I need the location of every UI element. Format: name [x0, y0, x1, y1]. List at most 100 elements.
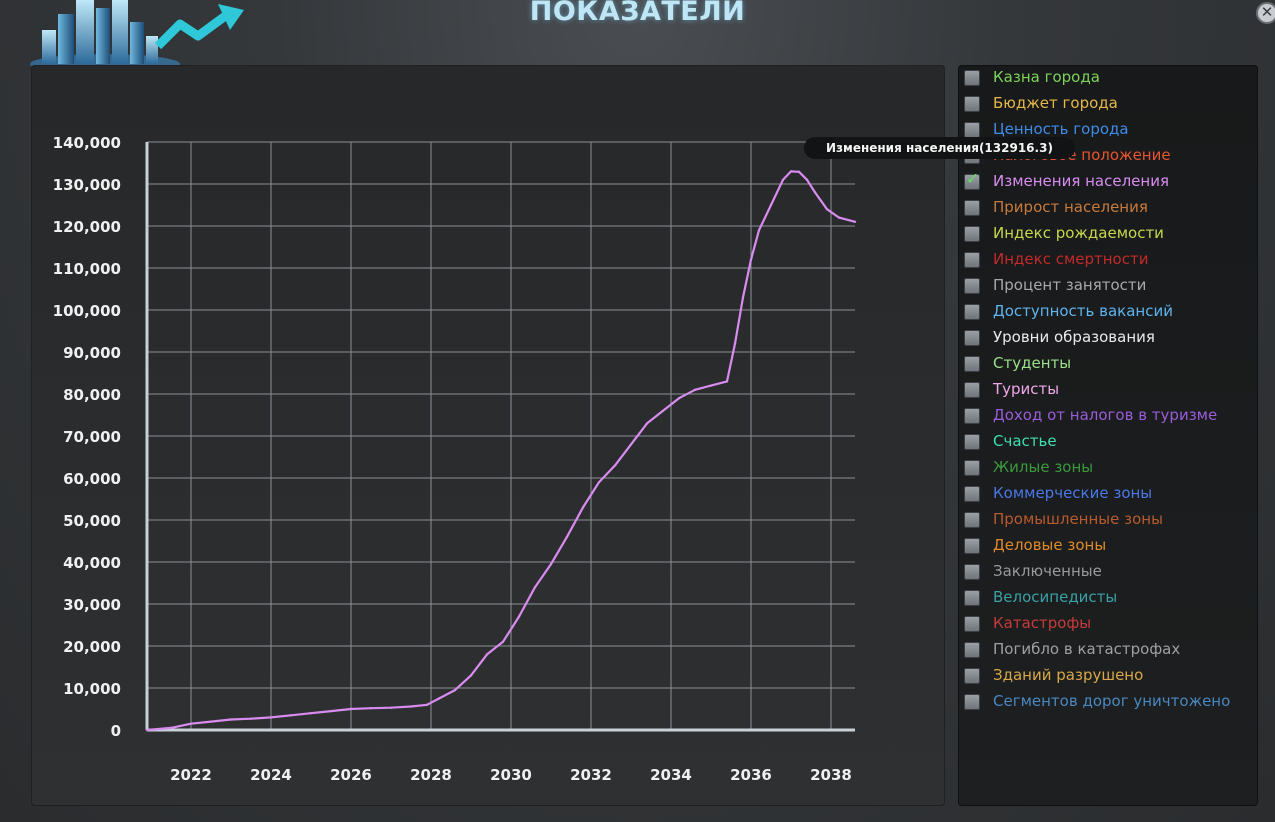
legend-item[interactable]: Промышленные зоны — [958, 507, 1258, 533]
y-tick-label: 120,000 — [53, 218, 121, 236]
legend-label: Ценность города — [993, 120, 1129, 138]
legend-label: Деловые зоны — [993, 536, 1107, 554]
legend-checkbox[interactable]: ✓ — [964, 169, 980, 190]
x-tick-label: 2038 — [810, 766, 852, 784]
legend-checkbox[interactable] — [964, 486, 980, 502]
legend-label: Студенты — [993, 354, 1072, 372]
y-tick-label: 140,000 — [53, 134, 121, 152]
legend-checkbox[interactable] — [964, 408, 980, 424]
data-point — [389, 706, 393, 709]
legend-label: Прирост населения — [993, 198, 1148, 216]
legend-label: Велосипедисты — [993, 588, 1118, 606]
legend-checkbox[interactable] — [964, 642, 980, 658]
close-button[interactable]: ✕ — [1256, 2, 1275, 24]
x-tick-label: 2026 — [330, 766, 372, 784]
legend-item[interactable]: Зданий разрушено — [958, 663, 1258, 689]
y-tick-label: 40,000 — [63, 554, 121, 572]
legend-item[interactable]: Заключенные — [958, 559, 1258, 585]
legend-label: Сегментов дорог уничтожено — [993, 692, 1231, 710]
population-line-chart: 140,000 130,000 120,000 110,000 100,000 90,00… — [53, 134, 857, 784]
legend-checkbox[interactable] — [964, 668, 980, 684]
legend-checkbox[interactable] — [964, 512, 980, 528]
window-title: ПОКАЗАТЕЛИ — [529, 0, 746, 27]
y-tick-label: 130,000 — [53, 176, 121, 194]
legend-item[interactable]: Туристы — [958, 377, 1258, 403]
data-point — [189, 722, 193, 725]
data-point — [709, 384, 713, 387]
legend-checkbox[interactable] — [964, 226, 980, 242]
legend-checkbox[interactable] — [964, 564, 980, 580]
data-point — [741, 296, 745, 299]
checkmark-icon: ✓ — [966, 169, 980, 188]
legend-label: Заключенные — [993, 562, 1102, 580]
data-point — [825, 208, 829, 211]
data-point — [453, 688, 457, 692]
x-tick-label: 2024 — [250, 766, 292, 784]
y-tick-label: 100,000 — [53, 302, 121, 320]
data-point — [693, 388, 697, 391]
legend-checkbox[interactable] — [964, 122, 980, 138]
legend-checkbox[interactable] — [964, 460, 980, 476]
legend-checkbox[interactable] — [964, 278, 980, 294]
legend-checkbox[interactable] — [964, 590, 980, 606]
data-point — [549, 562, 553, 566]
legend-item[interactable]: Бюджет города — [958, 91, 1258, 117]
legend-item[interactable]: Сегментов дорог уничтожено — [958, 689, 1258, 715]
legend-item[interactable]: Деловые зоны — [958, 533, 1258, 559]
data-point — [813, 191, 817, 194]
legend-label: Процент занятости — [993, 276, 1147, 294]
legend-item[interactable]: Индекс рождаемости — [958, 221, 1258, 247]
legend-label: Катастрофы — [993, 614, 1092, 632]
x-tick-label: 2028 — [410, 766, 452, 784]
legend-label: Уровни образования — [993, 328, 1155, 346]
legend-checkbox[interactable] — [964, 356, 980, 372]
x-tick-label: 2036 — [730, 766, 772, 784]
legend-checkbox[interactable] — [964, 304, 980, 320]
legend-item[interactable]: Процент занятости — [958, 273, 1258, 299]
legend-checkbox[interactable] — [964, 616, 980, 632]
legend-label: Жилые зоны — [993, 458, 1094, 476]
x-tick-label: 2034 — [650, 766, 692, 784]
legend-item[interactable]: Жилые зоны — [958, 455, 1258, 481]
data-point — [369, 706, 373, 710]
legend-item[interactable]: Велосипедисты — [958, 585, 1258, 611]
data-point — [629, 443, 633, 446]
legend-checkbox[interactable] — [964, 70, 980, 86]
x-tick-label: 2030 — [490, 766, 532, 784]
legend-item[interactable]: Казна города — [958, 65, 1258, 91]
legend-checkbox[interactable] — [964, 434, 980, 450]
legend-item[interactable]: Доступность вакансий — [958, 299, 1258, 325]
legend-item[interactable]: Студенты — [958, 351, 1258, 377]
legend-checkbox[interactable] — [964, 96, 980, 112]
legend-checkbox[interactable] — [964, 538, 980, 554]
data-point — [229, 718, 233, 721]
legend-checkbox[interactable] — [964, 330, 980, 346]
data-point — [517, 615, 521, 618]
legend-item[interactable]: Счастье — [958, 429, 1258, 455]
legend-item[interactable]: Катастрофы — [958, 611, 1258, 637]
data-point — [789, 170, 793, 173]
data-point — [409, 705, 413, 708]
legend-item[interactable]: Доход от налогов в туризме — [958, 403, 1258, 429]
legend-checkbox[interactable] — [964, 200, 980, 216]
legend-checkbox[interactable] — [964, 252, 980, 268]
data-point — [209, 720, 213, 723]
legend-item[interactable]: Погибло в катастрофах — [958, 637, 1258, 663]
legend-item[interactable]: Индекс смертности — [958, 247, 1258, 273]
data-point — [749, 258, 753, 261]
data-point — [469, 674, 473, 677]
legend-item[interactable]: Уровни образования — [958, 325, 1258, 351]
legend-checkbox[interactable] — [964, 694, 980, 710]
legend-item[interactable]: ✓ Изменения населения — [958, 169, 1258, 195]
legend-label: Доступность вакансий — [993, 302, 1173, 320]
legend-item[interactable]: Коммерческие зоны — [958, 481, 1258, 507]
data-point — [661, 409, 665, 412]
x-tick-label: 2022 — [170, 766, 212, 784]
legend-item[interactable]: Прирост населения — [958, 195, 1258, 221]
data-point — [269, 716, 273, 719]
legend-item[interactable]: Ценность города — [958, 117, 1258, 143]
data-point — [289, 714, 293, 717]
y-tick-label: 50,000 — [63, 512, 121, 530]
legend-checkbox[interactable] — [964, 382, 980, 398]
data-point — [613, 464, 617, 467]
